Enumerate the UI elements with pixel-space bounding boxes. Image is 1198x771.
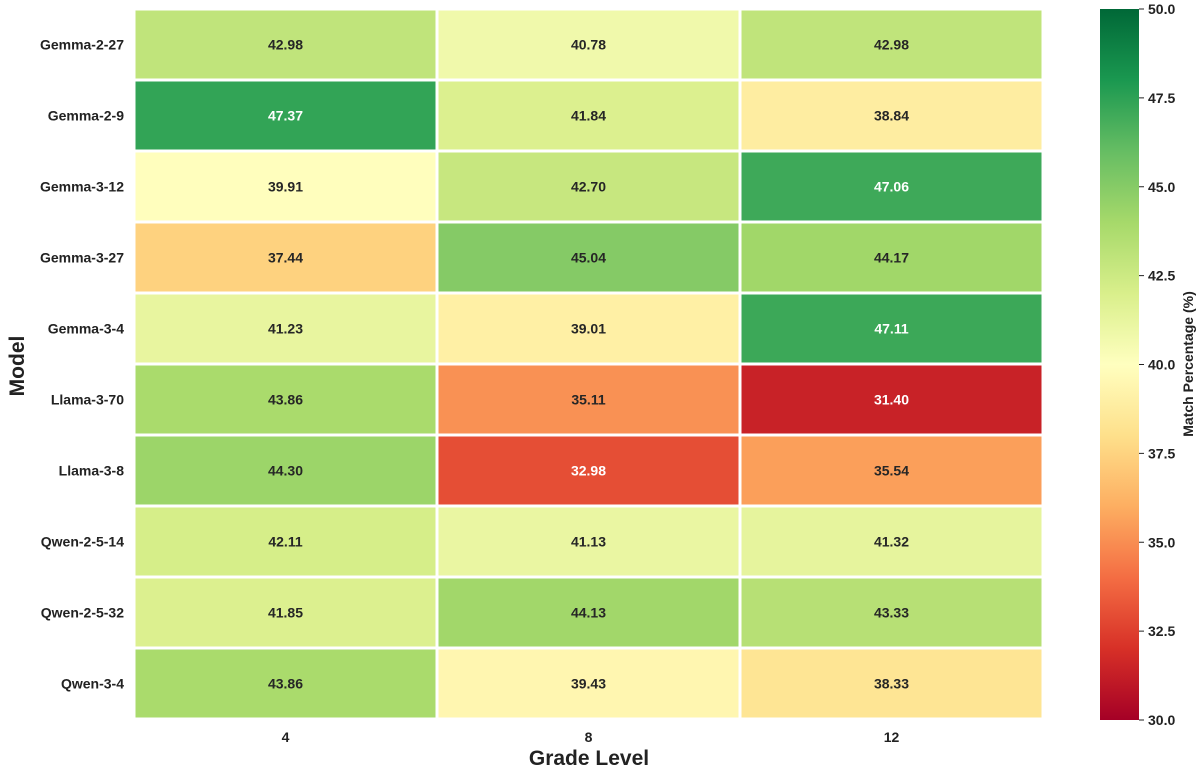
cell-value-label: 41.84 xyxy=(571,108,606,124)
heatmap-cell xyxy=(738,78,1045,153)
cell-value-label: 41.32 xyxy=(874,534,909,550)
cell-value-label: 41.85 xyxy=(268,605,303,621)
cell-value-label: 44.13 xyxy=(571,605,606,621)
cell-value-label: 47.11 xyxy=(874,321,908,337)
heatmap-cell xyxy=(132,646,439,721)
colorbar-tick-label: 42.5 xyxy=(1148,268,1175,284)
x-axis-label: Grade Level xyxy=(529,747,649,770)
colorbar-tick-label: 30.0 xyxy=(1148,712,1175,728)
cell-value-label: 47.06 xyxy=(874,179,909,195)
cell-value-label: 45.04 xyxy=(571,250,606,266)
y-tick-label: Qwen-2-5-14 xyxy=(41,534,124,550)
cell-value-label: 42.70 xyxy=(571,179,606,195)
x-tick-label: 8 xyxy=(585,729,593,745)
colorbar-tick-label: 45.0 xyxy=(1148,179,1175,195)
cell-value-label: 39.91 xyxy=(268,179,303,195)
y-axis-label: Model xyxy=(6,336,29,397)
cell-value-label: 32.98 xyxy=(571,463,606,479)
colorbar-label: Match Percentage (%) xyxy=(1180,291,1196,436)
y-tick-label: Gemma-3-12 xyxy=(40,179,124,195)
heatmap-cell xyxy=(435,362,742,437)
heatmap-cell xyxy=(435,291,742,366)
heatmap-cell-labels: 42.98 40.78 42.98 47.37 41.84 38.84 39.91 42.70… xyxy=(268,37,909,692)
cell-value-label: 47.37 xyxy=(268,108,303,124)
y-tick-label: Gemma-3-27 xyxy=(40,250,124,266)
cell-value-label: 41.23 xyxy=(268,321,303,337)
cell-value-label: 39.43 xyxy=(571,676,606,692)
cell-value-label: 35.54 xyxy=(874,463,909,479)
cell-value-label: 41.13 xyxy=(571,534,606,550)
cell-value-label: 43.33 xyxy=(874,605,909,621)
y-tick-label: Gemma-2-27 xyxy=(40,37,124,53)
x-tick-labels: 4 8 12 xyxy=(282,729,900,745)
heatmap-cell xyxy=(435,504,742,579)
colorbar-ticks: 30.0 32.5 35.0 37.5 40.0 42.5 45.0 47.5 50.0 xyxy=(1139,1,1175,728)
cell-value-label: 40.78 xyxy=(571,37,606,53)
colorbar-tick-label: 40.0 xyxy=(1148,357,1175,373)
heatmap-cell xyxy=(132,220,439,295)
heatmap-cell xyxy=(435,646,742,721)
heatmap-cell xyxy=(738,433,1045,508)
x-tick-label: 12 xyxy=(884,729,900,745)
colorbar-tick-label: 47.5 xyxy=(1148,90,1175,106)
heatmap-cell xyxy=(435,7,742,82)
heatmap-cells xyxy=(132,7,1045,721)
cell-value-label: 43.86 xyxy=(268,392,303,408)
y-tick-label: Gemma-2-9 xyxy=(48,108,124,124)
x-tick-label: 4 xyxy=(282,729,290,745)
heatmap-cell xyxy=(738,504,1045,579)
heatmap-cell xyxy=(132,433,439,508)
y-tick-label: Qwen-2-5-32 xyxy=(41,605,124,621)
y-tick-label: Gemma-3-4 xyxy=(48,321,124,337)
y-tick-label: Qwen-3-4 xyxy=(61,676,124,692)
cell-value-label: 44.17 xyxy=(874,250,909,266)
cell-value-label: 42.11 xyxy=(268,534,302,550)
cell-value-label: 38.84 xyxy=(874,108,909,124)
colorbar-tick-label: 35.0 xyxy=(1148,534,1175,550)
colorbar xyxy=(1100,9,1139,720)
heatmap-cell xyxy=(738,646,1045,721)
heatmap-cell xyxy=(738,220,1045,295)
heatmap-cell xyxy=(132,362,439,437)
cell-value-label: 43.86 xyxy=(268,676,303,692)
heatmap-cell xyxy=(738,362,1045,437)
cell-value-label: 31.40 xyxy=(874,392,909,408)
cell-value-label: 35.11 xyxy=(571,392,605,408)
y-tick-label: Llama-3-8 xyxy=(59,463,125,479)
heatmap-cell xyxy=(132,7,439,82)
y-tick-label: Llama-3-70 xyxy=(51,392,124,408)
y-tick-labels: Gemma-2-27 Gemma-2-9 Gemma-3-12 Gemma-3-27 G… xyxy=(40,37,124,692)
cell-value-label: 39.01 xyxy=(571,321,606,337)
colorbar-tick-label: 32.5 xyxy=(1148,623,1175,639)
colorbar-tick-label: 37.5 xyxy=(1148,445,1175,461)
heatmap-cell xyxy=(435,149,742,224)
cell-value-label: 42.98 xyxy=(874,37,909,53)
heatmap-cell xyxy=(435,433,742,508)
heatmap-cell xyxy=(132,504,439,579)
colorbar-tick-label: 50.0 xyxy=(1148,1,1175,17)
cell-value-label: 38.33 xyxy=(874,676,909,692)
cell-value-label: 44.30 xyxy=(268,463,303,479)
cell-value-label: 42.98 xyxy=(268,37,303,53)
cell-value-label: 37.44 xyxy=(268,250,303,266)
heatmap-cell xyxy=(738,575,1045,650)
